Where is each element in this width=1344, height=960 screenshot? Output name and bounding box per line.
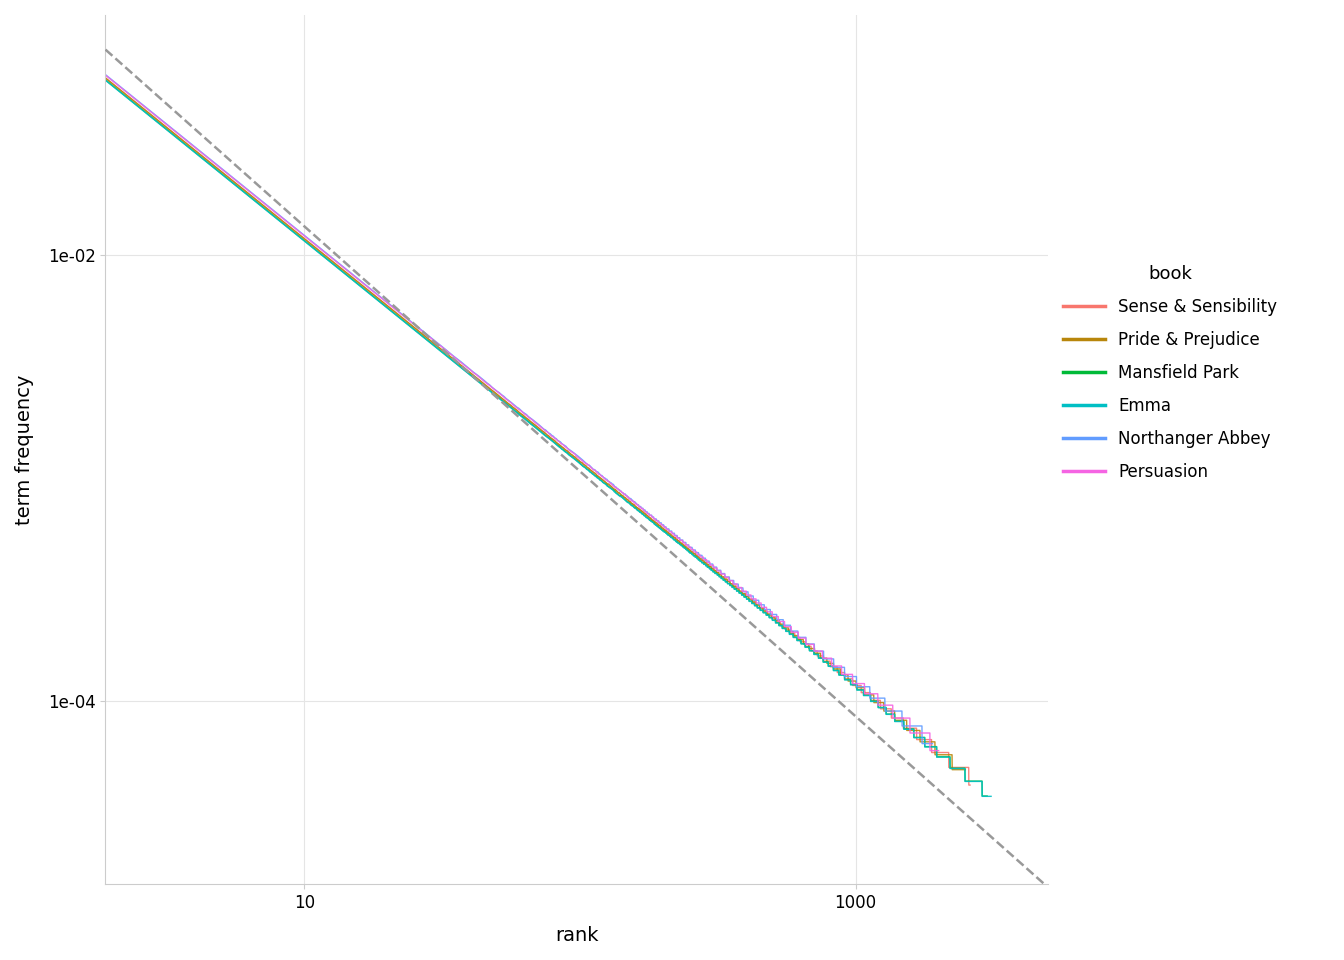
Legend: Sense & Sensibility, Pride & Prejudice, Mansfield Park, Emma, Northanger Abbey, : Sense & Sensibility, Pride & Prejudice, … [1056,258,1284,488]
Y-axis label: term frequency: term frequency [15,374,34,525]
X-axis label: rank: rank [555,926,598,945]
